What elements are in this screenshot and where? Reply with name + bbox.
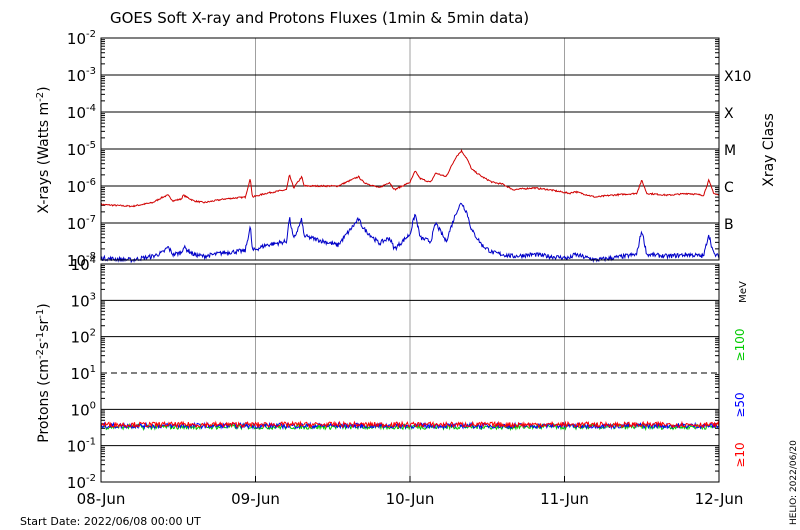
protons-panel: 10-2 10-1 100 101 102 103 104 Protons (cm-2s-1… [35, 255, 749, 492]
legend-p10: ≥10 [733, 442, 747, 467]
legend-p50: ≥50 [733, 392, 747, 417]
proton-y-tick-label: 10-1 [67, 437, 96, 456]
x-tick-label: 09-Jun [231, 490, 280, 508]
xray-class-label: X10 [724, 69, 751, 85]
start-date-label: Start Date: 2022/06/08 00:00 UT [20, 515, 201, 528]
xray-y-tick-labels: 10-8 10-7 10-6 10-5 10-4 10-3 10-2 [67, 29, 96, 270]
proton-y-tick-label: 103 [71, 291, 96, 310]
x-axis-tick-labels: 08-Jun 09-Jun 10-Jun 11-Jun 12-Jun [77, 476, 744, 508]
proton-y-tick-label: 104 [71, 255, 96, 274]
xray-panel-frame [100, 37, 720, 261]
x-tick-label: 11-Jun [540, 490, 589, 508]
proton-y-axis-title: Protons (cm-2s-1sr-1) [35, 303, 52, 442]
xray-class-label: B [724, 217, 734, 233]
proton-energy-legend: ≥10 ≥50 ≥100 [733, 329, 747, 468]
xray-class-label: X [724, 106, 734, 122]
xray-y-tick-label: 10-4 [67, 103, 96, 122]
proton-series-group [100, 420, 720, 432]
x-tick-label: 12-Jun [695, 490, 744, 508]
xray-class-label: C [724, 180, 734, 196]
xray-gridlines [101, 38, 719, 260]
xray-y-tick-label: 10-3 [67, 66, 96, 85]
proton-y-tick-labels: 10-2 10-1 100 101 102 103 104 [67, 255, 96, 492]
x-tick-label: 08-Jun [77, 490, 126, 508]
xray-y-tick-label: 10-5 [67, 140, 96, 159]
proton-y-tick-label: 102 [71, 328, 96, 347]
energy-unit-label: MeV [738, 281, 749, 303]
xray-y-tick-label: 10-8 [67, 251, 96, 270]
xray-class-labels: B C M X X10 [724, 69, 751, 233]
xray-y-tick-label: 10-7 [67, 214, 96, 233]
xray-class-label: M [724, 143, 736, 159]
xray-y-axis-title: X-rays (Watts m-2) [35, 86, 52, 213]
proton-y-tick-label: 101 [71, 364, 96, 383]
proton-y-tick-label: 100 [71, 400, 96, 419]
proton-p10-series-line [100, 420, 720, 429]
xray-long-series-line [100, 148, 720, 208]
legend-p100: ≥100 [733, 329, 747, 362]
proton-gridlines [101, 264, 719, 482]
xray-y-tick-label: 10-2 [67, 29, 96, 48]
x-tick-label: 10-Jun [386, 490, 435, 508]
xray-short-series-line [100, 202, 720, 264]
chart-title: GOES Soft X-ray and Protons Fluxes (1min… [110, 9, 529, 27]
proton-y-tick-label: 10-2 [67, 473, 96, 492]
xray-y-tick-label: 10-6 [67, 177, 96, 196]
credit-label: HELIO: 2022/06/20 [789, 440, 799, 525]
xray-class-axis-title: Xray Class [761, 113, 777, 187]
xray-panel: 10-8 10-7 10-6 10-5 10-4 10-3 10-2 B C M X X10 Xra… [35, 29, 777, 270]
xray-series-group [100, 148, 720, 264]
